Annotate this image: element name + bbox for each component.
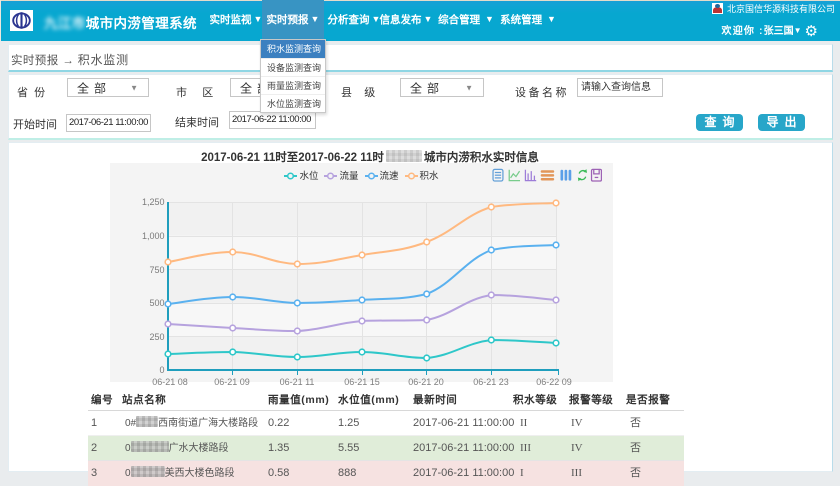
svg-text:06-21 15: 06-21 15	[344, 377, 380, 387]
svg-text:06-21 09: 06-21 09	[214, 377, 250, 387]
svg-text:06-21 20: 06-21 20	[408, 377, 444, 387]
svg-text:1,250: 1,250	[142, 197, 165, 207]
svg-text:06-21 23: 06-21 23	[473, 377, 509, 387]
svg-text:06-21 08: 06-21 08	[152, 377, 188, 387]
svg-text:1,000: 1,000	[142, 231, 165, 241]
svg-text:750: 750	[149, 265, 164, 275]
svg-text:250: 250	[149, 332, 164, 342]
svg-text:0: 0	[159, 365, 164, 375]
svg-text:06-22 09: 06-22 09	[536, 377, 572, 387]
svg-text:500: 500	[149, 298, 164, 308]
svg-text:06-21 11: 06-21 11	[280, 377, 315, 387]
